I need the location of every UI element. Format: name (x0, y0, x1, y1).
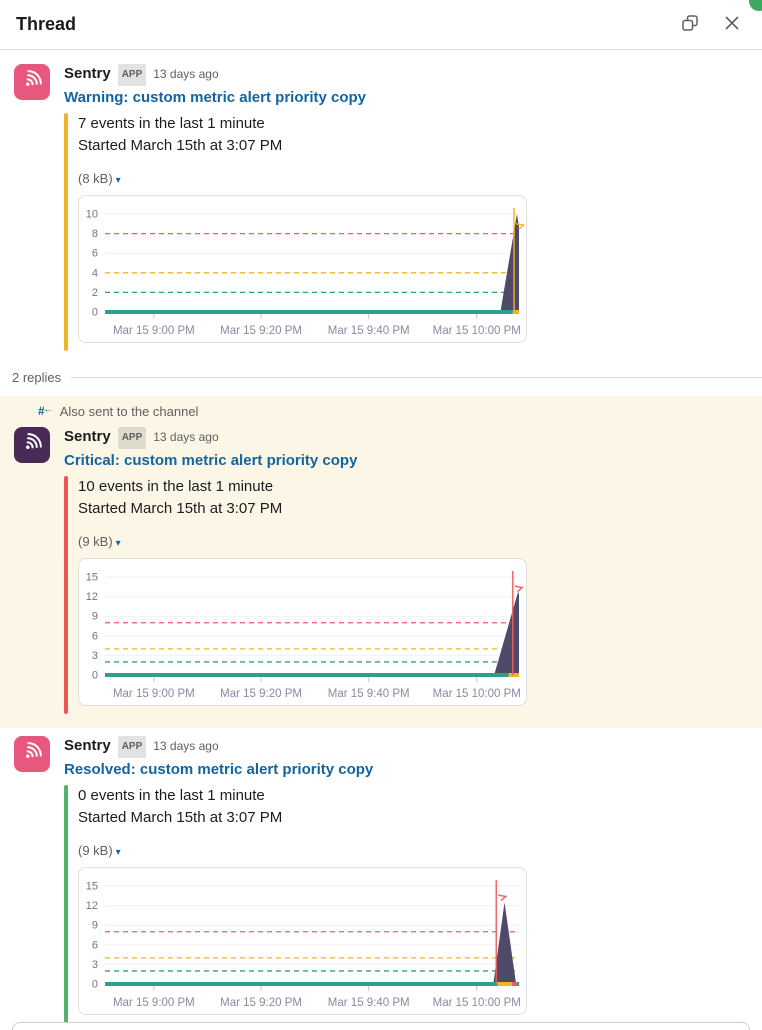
svg-text:Mar 15 9:20 PM: Mar 15 9:20 PM (220, 688, 302, 700)
replies-count-label: 2 replies (12, 369, 62, 385)
channel-hash-icon: #← (38, 404, 53, 418)
sentry-logo-icon (17, 737, 47, 772)
message-meta: Sentry APP 13 days ago (64, 64, 746, 87)
attachment-bar (64, 785, 68, 1023)
svg-text:15: 15 (86, 881, 98, 893)
attachment-line1: 10 events in the last 1 minute (78, 478, 274, 495)
attachment: 0 events in the last 1 minute Started Ma… (64, 785, 746, 1025)
svg-text:Mar 15 9:40 PM: Mar 15 9:40 PM (328, 997, 410, 1009)
attachment-line1: 7 events in the last 1 minute (78, 115, 265, 132)
attachment-size-toggle[interactable]: (9 kB) ▾ (78, 534, 121, 549)
attachment-bar (64, 113, 68, 351)
author-name[interactable]: Sentry (64, 428, 111, 445)
page-title: Thread (16, 14, 77, 34)
message-critical: Sentry APP 13 days ago Critical: custom … (0, 421, 762, 722)
svg-text:3: 3 (92, 650, 98, 662)
svg-text:Mar 15 9:20 PM: Mar 15 9:20 PM (220, 325, 302, 337)
svg-text:3: 3 (92, 959, 98, 971)
svg-text:Mar 15 9:20 PM: Mar 15 9:20 PM (220, 997, 302, 1009)
attachment-size-toggle[interactable]: (8 kB) ▾ (78, 171, 121, 186)
author-name[interactable]: Sentry (64, 737, 111, 754)
copy-window-icon (681, 14, 699, 35)
svg-text:15: 15 (86, 572, 98, 584)
svg-text:4: 4 (92, 267, 98, 279)
alert-title-link[interactable]: Warning: custom metric alert priority co… (64, 89, 366, 106)
svg-text:8: 8 (92, 228, 98, 240)
app-avatar[interactable] (14, 736, 50, 772)
close-thread-button[interactable] (718, 11, 746, 39)
sentry-logo-icon (17, 65, 47, 100)
metric-chart-image[interactable]: 0 3 6 9 12 15 Mar 15 9:00 PM Mar 15 9:20 PM Mar … (78, 558, 527, 706)
timestamp[interactable]: 13 days ago (153, 739, 219, 753)
svg-text:Mar 15 9:40 PM: Mar 15 9:40 PM (328, 325, 410, 337)
svg-text:6: 6 (92, 630, 98, 642)
message-composer[interactable] (12, 1022, 750, 1030)
app-badge: APP (117, 64, 147, 86)
app-avatar[interactable] (14, 427, 50, 463)
svg-text:6: 6 (92, 248, 98, 260)
arrow-left-icon: ← (43, 404, 53, 414)
svg-text:Mar 15 10:00 PM: Mar 15 10:00 PM (433, 325, 521, 337)
chevron-down-icon: ▾ (115, 175, 121, 186)
header-actions (676, 11, 746, 39)
attachment-line1: 0 events in the last 1 minute (78, 787, 265, 804)
app-avatar[interactable] (14, 64, 50, 100)
attachment: 7 events in the last 1 minute Started Ma… (64, 113, 746, 353)
timestamp[interactable]: 13 days ago (153, 430, 219, 444)
app-badge: APP (117, 736, 147, 758)
svg-text:Mar 15 9:00 PM: Mar 15 9:00 PM (113, 688, 195, 700)
alert-title-link[interactable]: Critical: custom metric alert priority c… (64, 452, 358, 469)
open-in-window-button[interactable] (676, 11, 704, 39)
svg-text:0: 0 (92, 979, 98, 991)
svg-text:Mar 15 9:00 PM: Mar 15 9:00 PM (113, 325, 195, 337)
attachment: 10 events in the last 1 minute Started M… (64, 476, 746, 716)
svg-text:0: 0 (92, 670, 98, 682)
svg-text:Mar 15 9:00 PM: Mar 15 9:00 PM (113, 997, 195, 1009)
svg-text:9: 9 (92, 611, 98, 623)
svg-text:6: 6 (92, 939, 98, 951)
metric-chart-image[interactable]: 0 3 6 9 12 15 Mar 15 9:00 PM Mar 15 9:20 PM Mar … (78, 867, 527, 1015)
attachment-size-toggle[interactable]: (9 kB) ▾ (78, 843, 121, 858)
message-warning: Sentry APP 13 days ago Warning: custom m… (0, 50, 762, 359)
svg-text:12: 12 (86, 900, 98, 912)
also-sent-label: Also sent to the channel (59, 403, 199, 419)
svg-text:0: 0 (92, 307, 98, 319)
message-meta: Sentry APP 13 days ago (64, 427, 746, 450)
replies-divider: 2 replies (0, 367, 762, 387)
attachment-line2: Started March 15th at 3:07 PM (78, 809, 283, 826)
chevron-down-icon: ▾ (115, 847, 121, 858)
svg-text:Mar 15 10:00 PM: Mar 15 10:00 PM (433, 997, 521, 1009)
message-resolved: Sentry APP 13 days ago Resolved: custom … (0, 728, 762, 1030)
corner-accent (749, 0, 762, 11)
divider-line (71, 376, 762, 378)
svg-text:Mar 15 10:00 PM: Mar 15 10:00 PM (433, 688, 521, 700)
sentry-logo-icon (17, 428, 47, 463)
app-badge: APP (117, 427, 147, 449)
close-icon (724, 15, 740, 34)
svg-text:12: 12 (86, 591, 98, 603)
svg-text:9: 9 (92, 920, 98, 932)
chevron-down-icon: ▾ (115, 538, 121, 549)
svg-text:2: 2 (92, 287, 98, 299)
svg-text:10: 10 (86, 209, 98, 221)
author-name[interactable]: Sentry (64, 65, 111, 82)
message-meta: Sentry APP 13 days ago (64, 736, 746, 759)
thread-header: Thread (0, 0, 762, 50)
also-sent-row: #← Also sent to the channel (0, 402, 762, 421)
attachment-line2: Started March 15th at 3:07 PM (78, 137, 283, 154)
alert-title-link[interactable]: Resolved: custom metric alert priority c… (64, 761, 374, 778)
svg-text:Mar 15 9:40 PM: Mar 15 9:40 PM (328, 688, 410, 700)
highlighted-section: #← Also sent to the channel Sentry APP 1… (0, 396, 762, 728)
attachment-line2: Started March 15th at 3:07 PM (78, 500, 283, 517)
attachment-bar (64, 476, 68, 714)
timestamp[interactable]: 13 days ago (153, 67, 219, 81)
metric-chart-image[interactable]: 0 2 4 6 8 10 Mar 15 9:00 PM Mar 15 9:20 PM Mar 1… (78, 195, 527, 343)
